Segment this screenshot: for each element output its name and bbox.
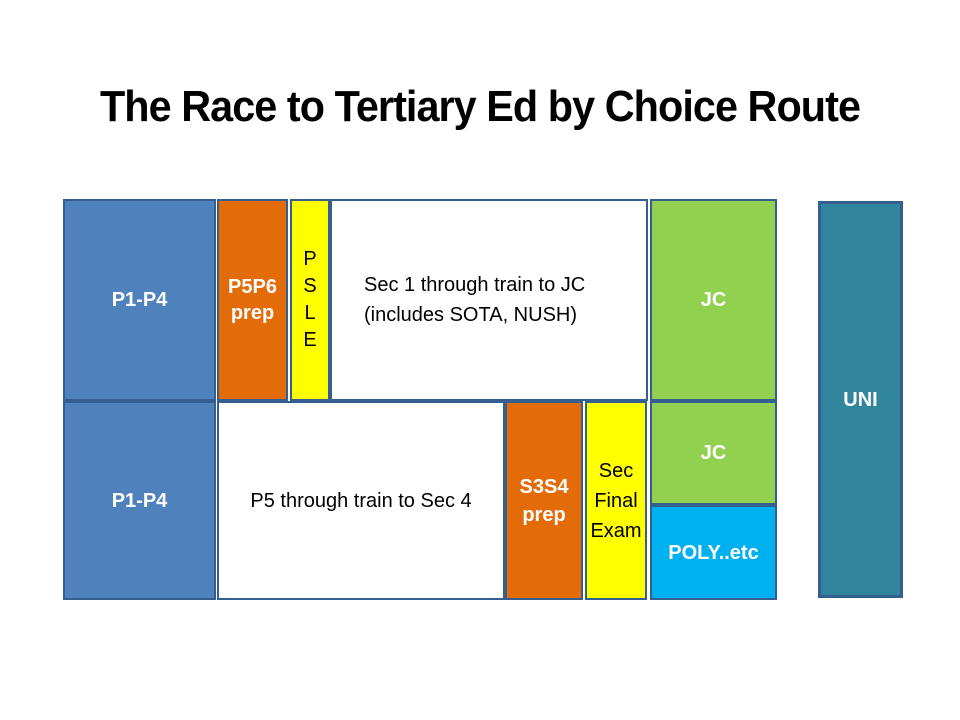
block-sec-final-exam: Sec Final Exam: [585, 401, 647, 600]
block-s3s4-prep-label-line1: S3S4: [519, 475, 569, 498]
block-p5-through-train: P5 through train to Sec 4: [217, 401, 505, 600]
block-p5p6-prep-label-line1: P5P6: [228, 276, 277, 298]
block-p5p6-prep: P5P6 prep: [217, 199, 288, 401]
block-sec1-label-line2: (includes SOTA, NUSH): [364, 304, 578, 326]
block-poly-etc: POLY..etc: [650, 505, 777, 600]
block-s3s4-prep: S3S4 prep: [505, 401, 583, 600]
block-p1p4-route1-label: P1-P4: [111, 289, 168, 311]
block-uni: UNI: [818, 201, 903, 598]
block-p5p6-prep-label-line2: prep: [230, 302, 275, 324]
block-jc-route1: JC: [650, 199, 777, 401]
block-sec1-label-line1: Sec 1 through train to JC: [364, 274, 586, 296]
block-p5-through-train-label: P5 through train to Sec 4: [250, 489, 472, 512]
block-p1p4-route2: P1-P4: [63, 401, 216, 600]
block-p1p4-route2-label: P1-P4: [111, 489, 168, 512]
block-sec-final-exam-line2: Final: [594, 489, 638, 512]
block-jc-route2: JC: [650, 401, 777, 505]
block-jc-route2-label: JC: [700, 442, 727, 464]
block-s3s4-prep-label-line2: prep: [522, 503, 566, 526]
block-p1p4-route1: P1-P4: [63, 199, 216, 401]
block-poly-etc-label: POLY..etc: [668, 541, 759, 564]
block-uni-label: UNI: [843, 388, 878, 411]
block-sec-final-exam-line1: Sec: [598, 459, 634, 482]
block-sec-final-exam-line3: Exam: [590, 519, 642, 542]
block-jc-route1-label: JC: [700, 289, 727, 311]
slide-title: The Race to Tertiary Ed by Choice Route: [99, 82, 861, 131]
block-psle-exam: P S L E: [290, 199, 330, 401]
block-psle-letter-e: E: [303, 329, 317, 351]
block-psle-letter-l: L: [304, 302, 316, 324]
block-psle-letter-s: S: [303, 275, 317, 297]
block-sec1-through-train: Sec 1 through train to JC (includes SOTA…: [330, 199, 648, 401]
block-psle-letter-p: P: [303, 248, 317, 270]
